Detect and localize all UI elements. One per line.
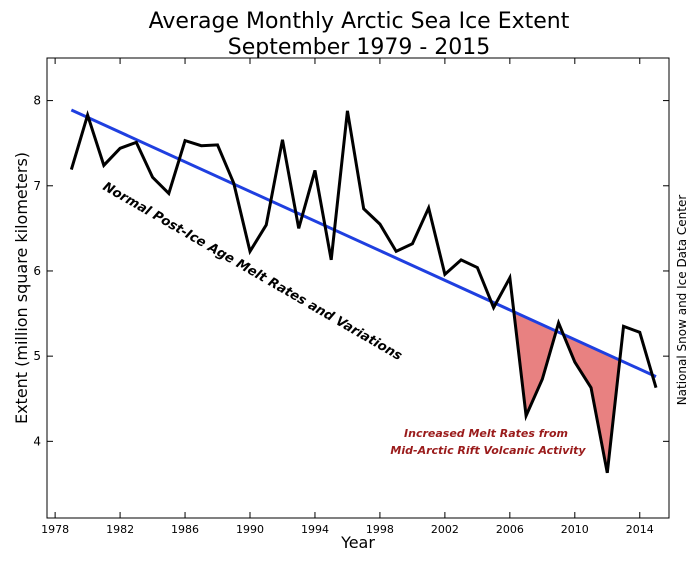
y-tick-label: 5 [33, 349, 41, 363]
melt-annotation-line1: Increased Melt Rates from [404, 427, 568, 440]
x-axis-label: Year [340, 533, 375, 552]
x-tick-label: 1978 [41, 523, 69, 536]
source-credit: National Snow and Ice Data Center [675, 195, 689, 406]
y-tick-label: 7 [33, 179, 41, 193]
series-line [69, 110, 658, 474]
y-tick-label: 4 [33, 434, 41, 448]
x-tick-label: 2010 [561, 523, 589, 536]
chart-subtitle: September 1979 - 2015 [228, 35, 491, 60]
melt-annotation-line2: Mid-Arctic Rift Volcanic Activity [390, 444, 586, 457]
plot-frame [46, 57, 670, 519]
trend-line [70, 108, 657, 378]
x-tick-label: 1994 [301, 523, 329, 536]
x-tick-label: 1986 [171, 523, 199, 536]
x-tick-label: 1990 [236, 523, 264, 536]
axis-ticks: 1978 1982 1986 1990 1994 1998 2002 2006 2010 2014… [33, 58, 669, 536]
x-tick-label: 2006 [496, 523, 524, 536]
x-tick-label: 1982 [106, 523, 134, 536]
y-tick-label: 8 [33, 94, 41, 108]
normal-melt-annotation: Normal Post-Ice Age Melt Rates and Varia… [100, 179, 405, 364]
x-tick-label: 1998 [366, 523, 394, 536]
melt-fill-region [563, 334, 620, 473]
x-tick-label: 2014 [626, 523, 654, 536]
chart-title: Average Monthly Arctic Sea Ice Extent [149, 9, 570, 34]
y-tick-label: 6 [33, 264, 41, 278]
x-tick-label: 2002 [431, 523, 459, 536]
y-axis-label: Extent (million square kilometers) [12, 152, 31, 424]
